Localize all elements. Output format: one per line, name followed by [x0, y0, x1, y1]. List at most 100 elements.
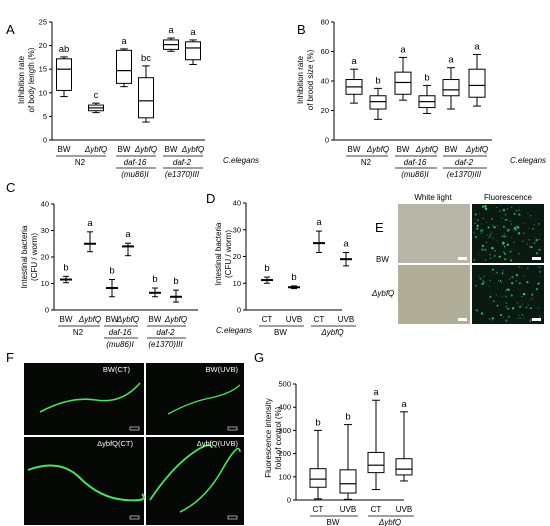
fluorescence-dot [526, 243, 528, 245]
fluorescence-dot [511, 236, 513, 238]
group-label: N2 [361, 158, 372, 167]
fluorescence-dot [496, 304, 499, 307]
y-tick-label: 30 [233, 225, 241, 234]
fluorescence-dot [474, 213, 477, 216]
fluorescence-dot [503, 233, 505, 235]
x-category-label: CT [314, 315, 325, 324]
y-tick-label: 500 [278, 380, 291, 389]
organism-label: C.elegans [223, 156, 259, 165]
fluorescence-dot [518, 282, 521, 285]
panel-a: A Inhibition rate of body length (%) 0 5 1… [6, 18, 259, 180]
x-category-label: ΔybfQ [78, 315, 101, 324]
x-category-label: BW [149, 315, 162, 324]
fluorescence-dot [507, 307, 510, 310]
fluorescence-dot [538, 270, 542, 273]
scale-bar [129, 426, 140, 431]
fluorescence-dot [492, 300, 495, 302]
fluorescence-dot [509, 278, 510, 280]
y-tick-label: 0 [287, 496, 291, 505]
box [116, 49, 132, 84]
panel-label-e: E [375, 220, 384, 235]
fluorescence-dot [519, 317, 521, 319]
y-tick-label: 10 [39, 88, 47, 97]
fluorescence-dot [482, 244, 485, 247]
x-category-label: ΔybfQ [84, 145, 107, 154]
y-tick-label: 100 [278, 472, 291, 481]
fluorescence-dot [500, 221, 502, 223]
fluorescence-dot [511, 307, 515, 310]
fluorescence-dot [502, 270, 504, 272]
fluorescence-dot [480, 312, 484, 315]
fluorescence-dot [511, 275, 514, 279]
panel-a-ylabel-2: of body length (%) [27, 47, 36, 112]
fluorescence-dot [507, 315, 511, 319]
fluorescence-dot [513, 212, 516, 215]
panel-f-caption-ybfq-uvb: ΔybfQ(UVB) [197, 439, 239, 448]
y-tick-label: 20 [39, 41, 47, 50]
fluorescence-dot [537, 282, 540, 285]
significance-letter: b [63, 262, 68, 273]
box [138, 77, 154, 119]
fluorescence-dot [502, 243, 505, 246]
x-category-label: UVB [396, 505, 412, 514]
fluorescence-dot [514, 228, 517, 231]
fluorescence-dot [489, 257, 492, 259]
fluorescence-dot [482, 282, 485, 285]
fluorescence-dot [490, 293, 492, 295]
significance-letter: a [474, 41, 480, 52]
fluorescence-dot [501, 296, 503, 298]
panel-e-row-label-ybfq: ΔybfQ [371, 289, 394, 298]
fluorescence-dot [484, 207, 488, 211]
x-category-label: BW [445, 145, 458, 154]
organism-label: C.elegans [510, 156, 546, 165]
significance-letter: a [401, 399, 407, 410]
fluorescence-dot [488, 318, 491, 320]
fluorescence-dot [493, 260, 495, 262]
group-label-allele: (mu86)I [121, 170, 149, 179]
y-tick-label: 5 [43, 112, 47, 121]
box [185, 41, 201, 61]
x-category-label: BW [60, 315, 73, 324]
fluorescence-dot [504, 218, 507, 221]
fluorescence-dot [473, 258, 476, 261]
fluorescence-dot [525, 306, 528, 309]
significance-letter: a [87, 218, 93, 229]
fluorescence-dot [513, 241, 515, 244]
fluorescence-dot [494, 250, 497, 252]
x-category-label: UVB [338, 315, 354, 324]
panel-e-row-label-bw: BW [376, 255, 389, 264]
panel-f-caption-ybfq-ct: ΔybfQ(CT) [97, 439, 133, 448]
x-category-label: ΔybfQ [415, 145, 438, 154]
box [309, 468, 327, 488]
fluorescence-dot [505, 290, 507, 292]
fluorescence-dot [529, 246, 532, 248]
worm-shape [167, 384, 241, 415]
y-tick-label: 40 [321, 77, 329, 86]
panel-d-ylabel-2: (CFU / worm) [224, 230, 233, 278]
fluorescence-dot [528, 228, 530, 230]
fluorescence-dot [503, 252, 506, 255]
panel-label-b: B [297, 22, 306, 37]
organism-label: C.elegans [216, 326, 252, 335]
fluorescence-dot [505, 306, 507, 308]
fluorescence-dot [474, 222, 477, 224]
fluorescence-dot [479, 213, 481, 215]
significance-letter: a [316, 217, 322, 228]
group-label: daf-2 [156, 328, 175, 337]
fluorescence-dot [518, 305, 522, 308]
fluorescence-dot [479, 229, 483, 232]
fluorescence-dot [484, 259, 487, 262]
panel-e-col-title-fluorescence: Fluorescence [484, 193, 533, 202]
panel-c: C Intestinal bacteria (CFU / worm) 0 10 20… [6, 180, 252, 349]
fluorescence-dot [501, 235, 504, 238]
fluorescence-dot [486, 222, 488, 224]
fluorescence-dot [476, 224, 479, 227]
panel-label-f: F [6, 350, 14, 365]
fluorescence-dot [513, 229, 515, 231]
fluorescence-dot [479, 277, 482, 280]
scale-bar [458, 257, 467, 260]
worm-image-bw-uvb [146, 363, 244, 435]
panel-label-c: C [6, 180, 15, 195]
significance-letter: a [351, 56, 357, 67]
fluorescence-dot [505, 295, 508, 298]
